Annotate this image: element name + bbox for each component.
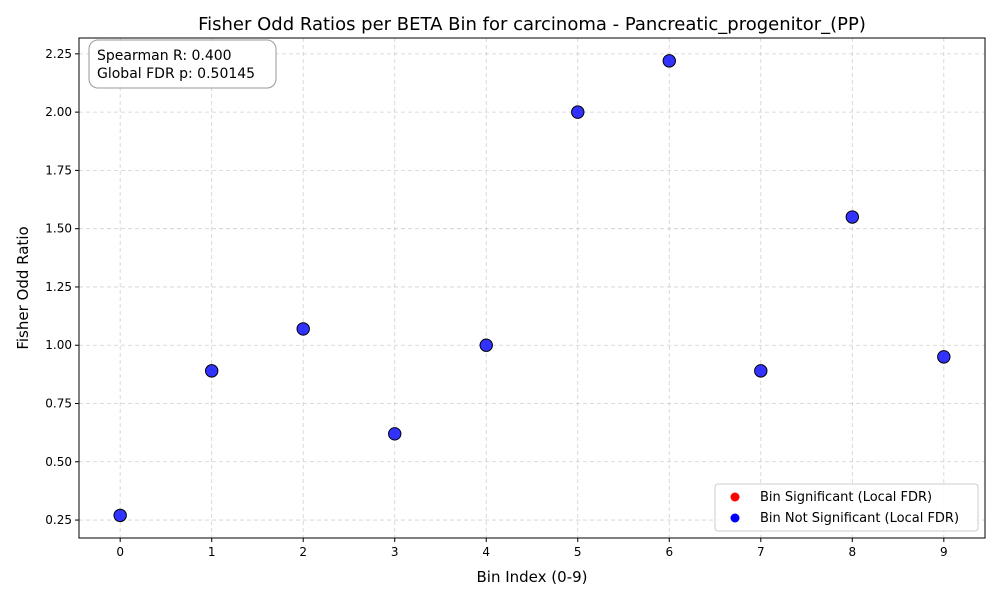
- y-tick-label: 2.25: [45, 47, 72, 61]
- y-axis-ticks: 0.25 0.50 0.75 1.00 1.25 1.50 1.75 2.00 2.25: [45, 47, 79, 527]
- chart-title: Fisher Odd Ratios per BETA Bin for carci…: [198, 14, 866, 35]
- y-tick-label: 0.50: [45, 455, 72, 469]
- x-tick-label: 3: [391, 545, 399, 559]
- plot-frame: [78, 37, 986, 539]
- legend-marker-not-significant: [730, 513, 740, 523]
- x-tick-label: 9: [940, 545, 948, 559]
- x-tick-label: 8: [848, 545, 856, 559]
- x-tick-label: 4: [482, 545, 490, 559]
- y-tick-label: 0.25: [45, 513, 72, 527]
- x-tick-label: 0: [116, 545, 124, 559]
- data-points: [113, 54, 951, 523]
- stats-box: [88, 39, 277, 89]
- x-tick-label: 6: [665, 545, 673, 559]
- y-tick-label: 1.50: [45, 222, 72, 236]
- legend: Bin Significant (Local FDR) Bin Not Sign…: [714, 483, 979, 532]
- legend-marker-significant: [730, 492, 740, 502]
- data-point: [662, 54, 676, 68]
- stats-annotation: Spearman R: 0.400 Global FDR p: 0.50145: [88, 39, 277, 89]
- stats-line-spearman: Spearman R: 0.400: [97, 48, 232, 64]
- y-tick-label: 1.75: [45, 163, 72, 177]
- x-axis-ticks: 0 1 2 3 4 5 6 7 8 9: [116, 538, 948, 559]
- x-tick-label: 7: [757, 545, 765, 559]
- data-point: [479, 338, 493, 352]
- data-point: [571, 105, 585, 119]
- data-point: [113, 508, 127, 523]
- data-point: [388, 427, 402, 441]
- stats-line-fdr: Global FDR p: 0.50145: [97, 66, 255, 82]
- x-tick-label: 5: [574, 545, 582, 559]
- data-point: [845, 210, 860, 224]
- y-tick-label: 1.00: [45, 338, 72, 352]
- grid-lines: [79, 38, 985, 538]
- data-point: [204, 364, 219, 378]
- x-axis-label: Bin Index (0-9): [477, 568, 588, 586]
- y-tick-label: 1.25: [45, 280, 72, 294]
- y-tick-label: 2.00: [45, 105, 72, 119]
- x-tick-label: 1: [208, 545, 216, 559]
- legend-label-not-significant: Bin Not Significant (Local FDR): [760, 511, 959, 526]
- legend-label-significant: Bin Significant (Local FDR): [760, 490, 932, 505]
- data-point: [937, 350, 951, 364]
- y-tick-label: 0.75: [45, 397, 72, 411]
- legend-box: [714, 483, 979, 532]
- y-axis-label: Fisher Odd Ratio: [14, 226, 32, 349]
- data-point: [296, 322, 310, 336]
- x-tick-label: 2: [299, 545, 307, 559]
- data-point: [754, 364, 768, 378]
